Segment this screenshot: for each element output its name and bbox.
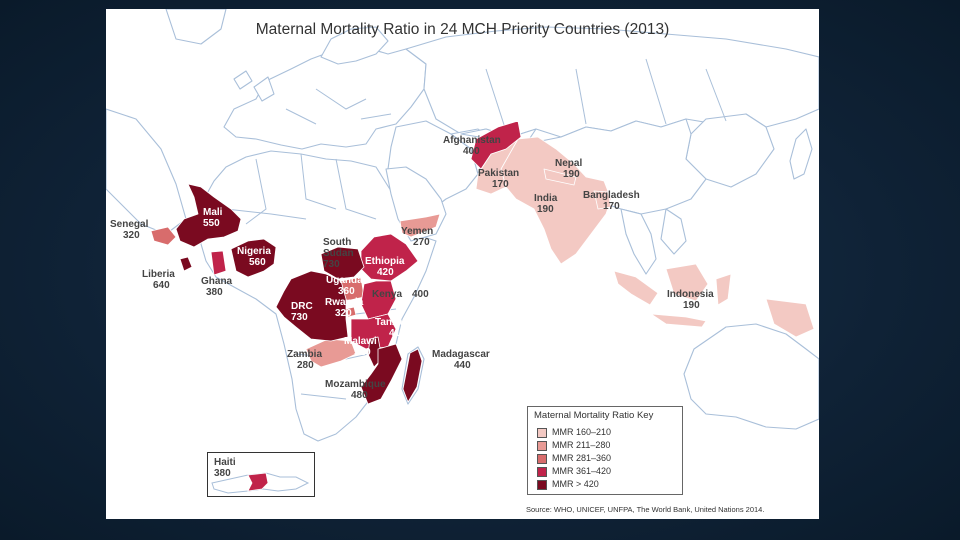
label-zambia: Zambia 280 [287, 349, 323, 371]
haiti-inset-map [211, 472, 310, 494]
nigeria-region [230, 238, 277, 278]
label-pakistan: Pakistan 170 [478, 168, 520, 190]
label-afghanistan: Afghanistan 400 [443, 135, 501, 157]
nepal-region [543, 168, 577, 186]
map-legend: Maternal Mortality Ratio Key MMR 160–210… [527, 406, 683, 495]
indonesia-borneo [665, 263, 709, 302]
label-drc: DRC 730 [291, 301, 313, 323]
map-slide: Maternal Mortality Ratio in 24 MCH Prior… [106, 9, 819, 519]
south-sudan-region [320, 246, 365, 280]
label-yemen: Yemen 270 [401, 226, 434, 248]
label-nepal: Nepal 190 [555, 158, 583, 180]
label-nigeria: Nigeria 560 [237, 246, 271, 268]
legend-swatch [537, 453, 547, 464]
label-bangladesh: Bangladesh 170 [583, 190, 640, 212]
map-title: Maternal Mortality Ratio in 24 MCH Prior… [255, 21, 670, 38]
legend-item: MMR 211–280 [537, 440, 610, 451]
legend-item: MMR 361–420 [537, 466, 611, 477]
label-madagascar: Madagascar 440 [432, 349, 490, 371]
bangladesh-region [593, 190, 612, 210]
label-liberia: Liberia 640 [142, 269, 175, 291]
haiti-inset: Haiti 380 [207, 452, 315, 497]
india-region [500, 136, 612, 265]
label-rwanda: Rwanda 320 [325, 297, 364, 319]
label-uganda: Uganda 360 [326, 275, 363, 297]
legend-swatch [537, 479, 547, 490]
mali-region [175, 183, 242, 248]
label-kenya: Kenya 400 [372, 289, 429, 300]
drc-region [275, 270, 349, 342]
ethiopia-region [360, 233, 419, 282]
haiti-region [247, 472, 269, 492]
senegal-region [150, 226, 177, 246]
label-ethiopia: Ethiopia 420 [365, 256, 405, 278]
label-ghana: Ghana 380 [201, 276, 233, 298]
label-tanzania: Tanzania 410 [375, 317, 418, 339]
liberia-region [179, 256, 193, 272]
rwanda-region [345, 306, 357, 318]
kenya-region [360, 280, 397, 320]
label-south-sudan: South Sudan 730 [323, 237, 354, 270]
madagascar-region [402, 348, 423, 403]
label-mali: Mali 550 [203, 207, 223, 229]
label-mozambique: Mozambique 480 [325, 379, 386, 401]
source-note: Source: WHO, UNICEF, UNFPA, The World Ba… [526, 505, 765, 514]
legend-swatch [537, 427, 547, 438]
tanzania-region [350, 313, 397, 350]
yemen-region [399, 213, 441, 238]
legend-swatch [537, 440, 547, 451]
afghanistan-region [470, 120, 522, 170]
priority-countries [150, 120, 815, 405]
legend-item: MMR > 420 [537, 479, 599, 490]
legend-swatch [537, 466, 547, 477]
label-malawi: Malawi 510 [344, 336, 377, 358]
legend-title: Maternal Mortality Ratio Key [534, 410, 654, 421]
legend-item: MMR 281–360 [537, 453, 611, 464]
indonesia-java [650, 313, 707, 328]
indonesia-sumatra [613, 270, 659, 306]
indonesia-papua [765, 298, 815, 338]
label-haiti: Haiti 380 [214, 457, 236, 479]
label-senegal: Senegal 320 [110, 219, 149, 241]
legend-item: MMR 160–210 [537, 427, 611, 438]
label-india: India 190 [534, 193, 558, 215]
world-map [106, 9, 819, 442]
label-indonesia: Indonesia 190 [667, 289, 714, 311]
mozambique-region [360, 343, 403, 405]
indonesia-sulawesi [715, 273, 732, 306]
ghana-region [210, 250, 227, 276]
